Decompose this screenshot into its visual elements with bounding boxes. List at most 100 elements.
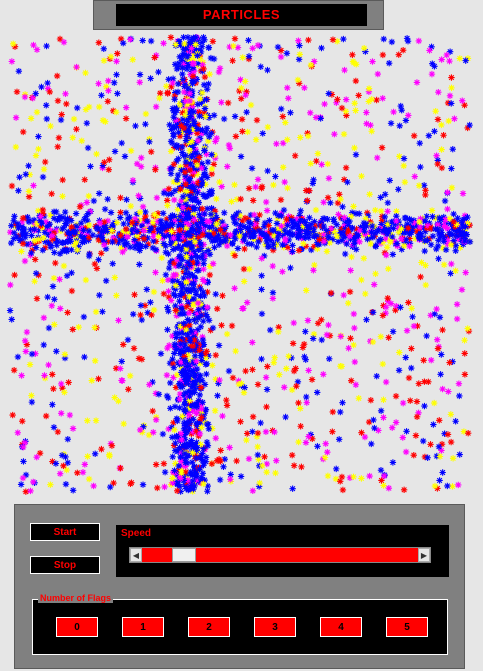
particle — [100, 57, 108, 64]
particle — [177, 79, 184, 86]
particle — [77, 219, 85, 227]
particle — [227, 231, 234, 239]
particle — [185, 372, 193, 380]
particle — [35, 227, 42, 234]
particle — [201, 105, 209, 112]
particle — [416, 139, 423, 147]
particle — [400, 229, 408, 237]
particle — [108, 227, 115, 234]
slider-thumb[interactable] — [172, 548, 196, 562]
particle — [140, 227, 148, 234]
particle — [180, 344, 188, 351]
particle — [59, 385, 66, 392]
particle — [434, 160, 441, 168]
particle — [385, 334, 392, 341]
particle — [59, 214, 67, 221]
particle — [133, 210, 141, 218]
particle — [24, 213, 31, 221]
particle — [187, 108, 195, 115]
particle — [272, 469, 279, 477]
particle — [378, 217, 386, 224]
particle — [355, 92, 362, 99]
particle — [299, 344, 307, 351]
particle — [179, 115, 187, 123]
particle — [76, 230, 83, 237]
particle — [114, 90, 121, 97]
particle — [50, 274, 58, 282]
flag-button-1[interactable]: 1 — [122, 617, 164, 637]
particle — [417, 273, 424, 281]
particle — [230, 42, 237, 50]
particle — [182, 379, 189, 387]
particle — [174, 121, 181, 129]
particle — [420, 437, 427, 445]
particle — [98, 92, 105, 99]
particle — [179, 64, 186, 72]
particle — [189, 168, 196, 175]
particle — [440, 213, 447, 221]
particle — [343, 112, 350, 119]
particle — [196, 109, 203, 116]
particle — [93, 265, 101, 272]
particle — [387, 238, 394, 246]
particle — [231, 285, 238, 292]
particle — [185, 229, 193, 236]
particle — [444, 482, 451, 490]
particle — [403, 35, 411, 42]
particle — [203, 85, 211, 93]
particle — [207, 191, 214, 198]
slider-track[interactable] — [142, 548, 418, 562]
particle — [199, 450, 206, 457]
flag-button-3[interactable]: 3 — [254, 617, 296, 637]
particle — [211, 152, 218, 159]
particle — [405, 374, 413, 382]
particle — [435, 88, 442, 96]
particle — [365, 418, 373, 426]
particle — [14, 220, 22, 228]
flag-button-2[interactable]: 2 — [188, 617, 230, 637]
particle-canvas[interactable] — [0, 32, 483, 502]
speed-slider[interactable]: ◀ ▶ — [129, 547, 431, 563]
particle — [60, 39, 68, 46]
particle — [237, 195, 244, 203]
particle — [117, 365, 124, 372]
particle — [109, 223, 116, 230]
particle — [192, 291, 200, 298]
flag-button-0[interactable]: 0 — [56, 617, 98, 637]
particle — [177, 163, 184, 171]
particle — [206, 70, 213, 78]
particle — [337, 214, 345, 222]
particle — [56, 470, 64, 477]
stop-button[interactable]: Stop — [30, 556, 100, 574]
particle — [167, 34, 175, 41]
flag-button-4[interactable]: 4 — [320, 617, 362, 637]
particle — [157, 219, 164, 227]
particle — [113, 109, 120, 116]
particle — [329, 428, 336, 435]
particle — [120, 341, 127, 348]
particle — [138, 356, 146, 363]
particle — [280, 164, 287, 171]
particle — [339, 399, 346, 406]
particle — [136, 71, 144, 78]
particle — [301, 353, 308, 361]
slider-right-arrow-icon[interactable]: ▶ — [418, 548, 430, 562]
particle — [283, 365, 290, 372]
particle — [302, 219, 309, 226]
particle — [197, 360, 204, 367]
slider-left-arrow-icon[interactable]: ◀ — [130, 548, 142, 562]
particle — [206, 251, 214, 258]
particle — [399, 399, 407, 407]
flag-button-5[interactable]: 5 — [386, 617, 428, 637]
particle — [272, 173, 279, 180]
particle — [100, 241, 108, 248]
particle — [300, 240, 307, 247]
particle — [272, 209, 279, 217]
particle — [25, 218, 33, 226]
particle — [190, 108, 197, 116]
particle — [150, 288, 158, 296]
particle — [388, 218, 395, 226]
start-button[interactable]: Start — [30, 523, 100, 541]
particle — [337, 362, 344, 370]
particle — [194, 52, 201, 59]
